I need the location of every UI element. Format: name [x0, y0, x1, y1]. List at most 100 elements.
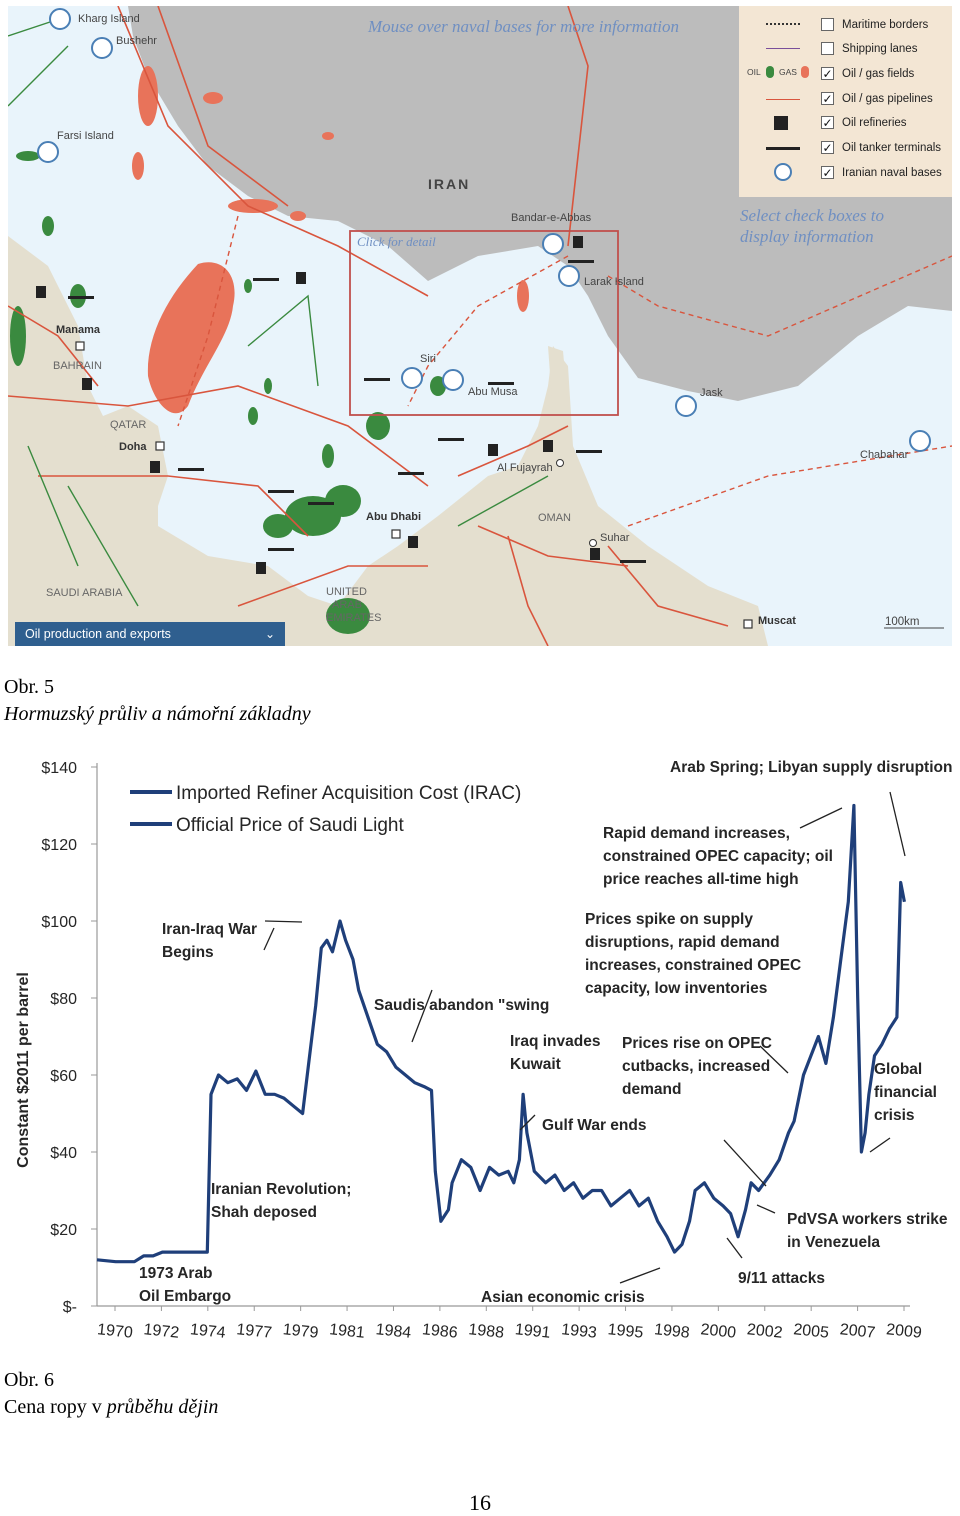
refinery-icon — [296, 272, 306, 284]
x-tick-label: 1986 — [421, 1321, 458, 1342]
tanker-icon — [178, 468, 204, 471]
tanker-icon — [364, 378, 390, 381]
label-suhar: Suhar — [600, 532, 630, 544]
annotation-global: Global financial crisis — [874, 1061, 937, 1124]
annotation-asian: Asian economic crisis — [481, 1289, 645, 1306]
naval-base-icon — [542, 233, 564, 255]
legend-label: Oil tanker terminals — [842, 141, 942, 154]
tanker-icon — [568, 260, 594, 263]
legend-row-naval[interactable]: ✓ Iranian naval bases — [821, 166, 942, 180]
tanker-icon — [268, 490, 294, 493]
annotation-line: Global — [874, 1061, 922, 1078]
annotation-saudis: Saudis abandon "swing — [374, 997, 549, 1014]
x-tick-label: 1993 — [560, 1321, 597, 1342]
annotation-line: Oil Embargo — [139, 1288, 231, 1305]
label-jask: Jask — [700, 387, 723, 399]
annotation-line: financial — [874, 1084, 937, 1101]
oil-production-dropdown[interactable]: Oil production and exports ⌄ — [15, 622, 285, 646]
x-tick-label: 2000 — [700, 1321, 737, 1342]
x-ticks: 1970 1972 1974 1977 1979 1981 1984 1986 1988 1991… — [96, 1306, 923, 1342]
annotation-iraqkuwait: Iraq invades Kuwait — [510, 1033, 600, 1073]
y-tick-label: $120 — [41, 837, 77, 854]
checkbox-refineries[interactable]: ✓ — [821, 116, 834, 130]
legend-row-fields[interactable]: ✓ Oil / gas fields — [821, 67, 914, 81]
annotation-line: Begins — [162, 944, 214, 961]
annotation-line: Iraq invades — [510, 1033, 600, 1050]
x-tick-label: 1981 — [328, 1321, 365, 1342]
legend-row-refineries[interactable]: ✓ Oil refineries — [821, 116, 907, 130]
label-uae-line1: UNITED — [326, 586, 367, 598]
annotation-pdvsa: PdVSA workers strike in Venezuela — [787, 1211, 948, 1251]
pipeline-swatch — [766, 99, 800, 100]
naval-base-icon — [909, 430, 931, 452]
x-tick-label: 1977 — [236, 1321, 273, 1342]
click-detail-link[interactable]: Click for detail — [357, 234, 436, 249]
refinery-icon — [488, 444, 498, 456]
legend-row-pipelines[interactable]: ✓ Oil / gas pipelines — [821, 92, 933, 106]
arrow-opec — [723, 1139, 767, 1187]
page-number: 16 — [469, 1490, 491, 1515]
arabia-land — [8, 236, 768, 646]
y-axis-label: Constant $2011 per barrel — [15, 972, 32, 1168]
oil-field-large — [147, 262, 235, 414]
y-tick-label: $100 — [41, 914, 77, 931]
checkbox-fields[interactable]: ✓ — [821, 67, 834, 81]
x-tick-label: 1972 — [143, 1321, 180, 1342]
y-tick-label: $40 — [50, 1145, 77, 1162]
refinery-icon — [256, 562, 266, 574]
legend-row-tankers[interactable]: ✓ Oil tanker terminals — [821, 141, 942, 155]
gas-field — [322, 444, 334, 468]
annotation-line: PdVSA workers strike — [787, 1211, 948, 1228]
map-select-text: Select check boxes to display informatio… — [740, 205, 884, 247]
map-header-text: Mouse over naval bases for more informat… — [368, 17, 680, 36]
fig5-title: Hormuzský průliv a námořní základny — [4, 703, 311, 725]
checkbox-shipping[interactable] — [821, 42, 834, 55]
checkbox-naval[interactable]: ✓ — [821, 166, 834, 180]
legend-row-maritime[interactable]: Maritime borders — [821, 18, 928, 31]
checkbox-maritime[interactable] — [821, 18, 834, 31]
refinery-icon — [543, 440, 553, 452]
label-kharg: Kharg Island — [78, 13, 140, 25]
label-manama: Manama — [56, 324, 101, 336]
annotation-line: capacity, low inventories — [585, 980, 767, 997]
checkbox-pipelines[interactable]: ✓ — [821, 92, 834, 106]
city-dot-icon — [589, 539, 597, 547]
y-ticks: $- $20 $40 $60 $80 $100 $120 $140 — [41, 760, 97, 1316]
annotation-line: 9/11 attacks — [738, 1270, 825, 1287]
map-select-text-line1: Select check boxes to — [740, 206, 884, 225]
naval-base-icon — [37, 141, 59, 163]
hormuz-map[interactable]: Mouse over naval bases for more informat… — [8, 6, 952, 646]
y-tick-label: $80 — [50, 991, 77, 1008]
label-oman: OMAN — [538, 512, 571, 524]
arrow-spike — [759, 1045, 789, 1074]
y-tick-label: $20 — [50, 1222, 77, 1239]
tanker-icon — [268, 548, 294, 551]
oil-field — [517, 280, 529, 312]
oil-field — [322, 132, 334, 140]
annotation-line: Gulf War ends — [542, 1117, 647, 1134]
tanker-icon — [68, 296, 94, 299]
annotation-rapid: Rapid demand increases, constrained OPEC … — [603, 825, 833, 888]
x-tick-label: 1974 — [189, 1321, 226, 1342]
annotation-line: Shah deposed — [211, 1204, 317, 1221]
refinery-icon — [82, 378, 92, 390]
label-abu-musa: Abu Musa — [468, 386, 518, 398]
annotation-line: Iran-Iraq War — [162, 921, 257, 938]
annotation-nineeleven: 9/11 attacks — [738, 1270, 825, 1287]
legend-row-shipping[interactable]: Shipping lanes — [821, 42, 917, 55]
refinery-icon — [774, 116, 788, 130]
chart-axes — [96, 763, 910, 1307]
annotation-line: Kuwait — [510, 1056, 561, 1073]
tanker-icon — [398, 472, 424, 475]
annotation-line: cutbacks, increased — [622, 1058, 770, 1075]
annotation-arrows — [263, 791, 906, 1284]
annotation-line: Asian economic crisis — [481, 1289, 645, 1306]
fig6-title-plain: Cena ropy v — [4, 1396, 107, 1418]
checkbox-tankers[interactable]: ✓ — [821, 141, 834, 155]
x-tick-label: 1995 — [607, 1321, 644, 1342]
refinery-icon — [150, 461, 160, 473]
x-tick-label: 2007 — [839, 1321, 876, 1342]
naval-base-icon — [401, 367, 423, 389]
gas-field — [10, 306, 26, 366]
gas-field — [430, 376, 446, 396]
